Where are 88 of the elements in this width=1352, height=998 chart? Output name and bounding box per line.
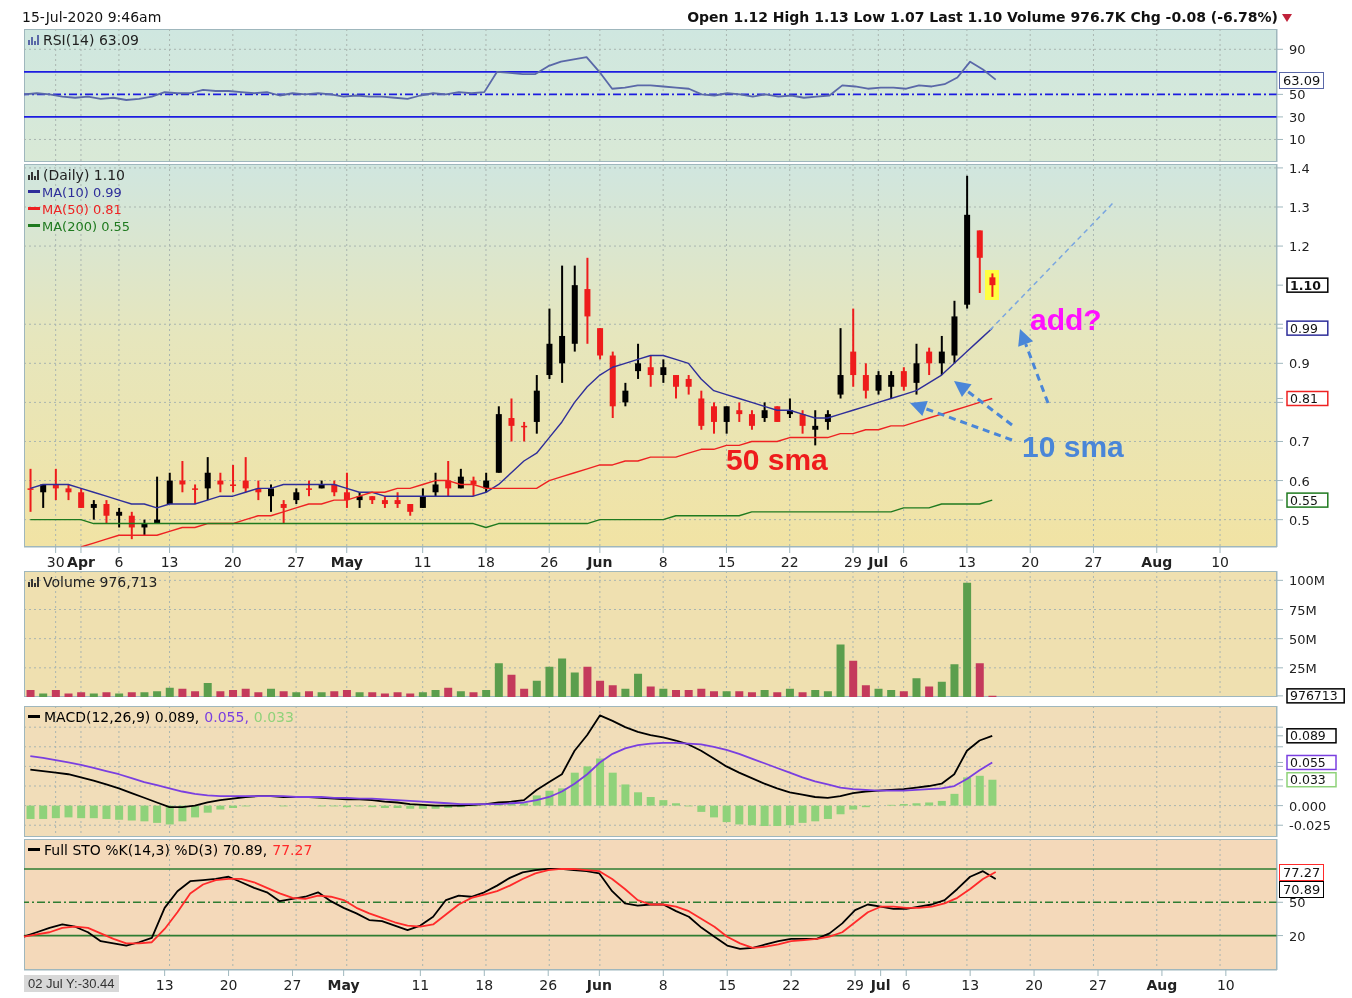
y-tick-label: 976713 (1290, 688, 1338, 704)
x-tick-label: 20 (219, 977, 238, 993)
chart-subtitle: Open 1.12 High 1.13 Low 1.07 Last 1.10 Volume 976.7K Chg -0.08 (-6.78%) (687, 9, 1279, 25)
text: 77.27 (272, 842, 313, 858)
text: 02 Jul Y:-30.44 (24, 975, 119, 992)
x-tick-label: 27 (287, 554, 306, 570)
legend-title: (Daily) 1.10 (43, 167, 125, 183)
x-tick-label: Jul (867, 554, 889, 570)
x-tick-label: 11 (411, 977, 430, 993)
y-tick-label: 0.55 (1290, 492, 1318, 508)
x-tick-label: 29 (844, 554, 862, 570)
x-tick-label: 6 (899, 554, 909, 570)
text: 0.055, (204, 709, 249, 725)
x-tick-label: 29 (846, 977, 864, 993)
x-tick-label: 8 (658, 554, 668, 570)
x-tick-label: 27 (1084, 554, 1103, 570)
x-tick-label: 15 (717, 554, 736, 570)
y-tick-label: 90 (1289, 42, 1306, 58)
y-tick-label: 50 (1289, 895, 1306, 911)
y-tick-label: 0.7 (1289, 434, 1310, 450)
legend-label: Full STO %K(14,3) %D(3) 70.89, (44, 842, 268, 858)
y-tick-label: 1.2 (1289, 239, 1310, 255)
x-tick-label: 6 (114, 554, 124, 570)
x-tick-label: 20 (1021, 554, 1040, 570)
x-tick-label: 27 (283, 977, 302, 993)
x-tick-label: 22 (780, 554, 799, 570)
y-tick-label: 0.9 (1289, 356, 1310, 372)
legend-label: MACD(12,26,9) 0.089, (44, 709, 200, 725)
y-tick-label: 0.055 (1290, 754, 1326, 770)
y-tick-label: 0.089 (1290, 728, 1326, 744)
y-tick-label: 50M (1289, 631, 1317, 647)
x-tick-label: Aug (1141, 554, 1173, 570)
y-tick-label: 100M (1289, 573, 1326, 589)
annotation: add? (1030, 303, 1102, 337)
legend-label: RSI(14) 63.09 (43, 32, 140, 48)
x-tick-label: May (330, 554, 363, 570)
x-tick-label: 10 (1216, 977, 1235, 993)
y-tick-label: 1.4 (1289, 160, 1310, 176)
x-tick-label: 26 (539, 977, 558, 993)
y-tick-label: 50 (1289, 87, 1306, 103)
x-tick-label: 20 (223, 554, 242, 570)
text: 63.09 (1279, 71, 1325, 89)
y-tick-label: 25M (1289, 660, 1317, 676)
text: 77.27 (1279, 864, 1325, 881)
x-tick-label: 13 (160, 554, 179, 570)
y-tick-label: -0.025 (1289, 818, 1331, 834)
x-tick-label: 11 (413, 554, 432, 570)
legend-label: MA(50) 0.81 (42, 202, 122, 217)
x-tick-label: 6 (901, 977, 911, 993)
x-tick-label: 30 (46, 554, 65, 570)
y-tick-label: 0.81 (1290, 390, 1318, 406)
x-tick-label: 26 (540, 554, 559, 570)
y-tick-label: 0.99 (1290, 320, 1318, 336)
y-tick-label: 10 (1289, 132, 1306, 148)
legend-title: Volume 976,713 (43, 574, 158, 590)
x-tick-label: May (327, 977, 360, 993)
x-tick-label: 22 (782, 977, 801, 993)
text: 70.89 (1279, 881, 1325, 898)
x-tick-label: 18 (477, 554, 495, 570)
y-tick-label: 0.5 (1289, 512, 1310, 528)
x-tick-label: Apr (67, 554, 95, 570)
x-tick-label: 13 (961, 977, 980, 993)
x-tick-label: 13 (155, 977, 174, 993)
x-tick-label: 13 (958, 554, 976, 570)
x-tick-label: 27 (1089, 977, 1107, 993)
y-tick-label: 20 (1289, 928, 1306, 944)
annotation: 50 sma (726, 443, 828, 477)
y-tick-label: 1.10 (1290, 277, 1322, 293)
x-tick-label: Jun (586, 554, 613, 570)
x-tick-label: 18 (475, 977, 494, 993)
y-tick-label: 0.6 (1289, 473, 1310, 489)
legend-label: MA(10) 0.99 (42, 185, 122, 200)
legend-label: MA(200) 0.55 (42, 219, 131, 234)
y-tick-label: 0.000 (1289, 798, 1327, 814)
y-tick-label: 1.3 (1289, 199, 1310, 215)
x-tick-label: Jun (585, 977, 612, 993)
text: 0.033 (253, 709, 294, 725)
x-tick-label: Aug (1146, 977, 1178, 993)
x-tick-label: Jul (869, 977, 891, 993)
chart-title: 15-Jul-2020 9:46am (22, 9, 162, 25)
x-tick-label: 15 (718, 977, 737, 993)
x-tick-label: 10 (1211, 554, 1229, 570)
y-tick-label: 0.033 (1290, 772, 1326, 788)
x-tick-label: 8 (658, 977, 668, 993)
y-tick-label: 75M (1289, 602, 1317, 618)
x-tick-label: 20 (1025, 977, 1043, 993)
y-tick-label: 30 (1289, 109, 1306, 125)
annotation: 10 sma (1022, 430, 1124, 464)
